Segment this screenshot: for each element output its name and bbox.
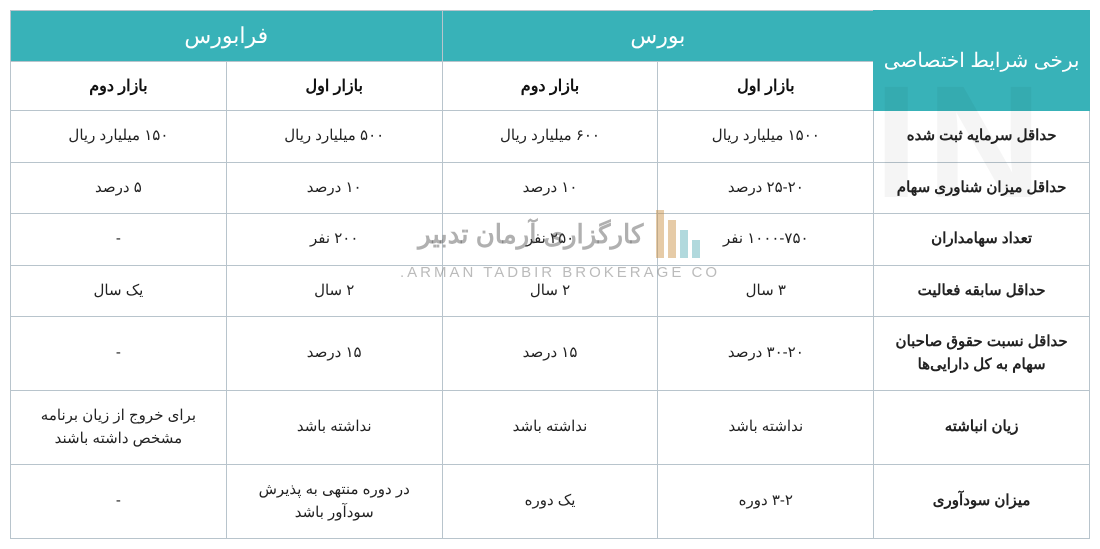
corner-header: برخی شرایط اختصاصی	[874, 11, 1090, 111]
cell-value: ۳-۲ دوره	[658, 465, 874, 539]
cell-value: ۱۵ درصد	[442, 317, 658, 391]
cell-value: ۱۵۰ میلیارد ریال	[11, 111, 227, 163]
group-header-bourse: بورس	[442, 11, 874, 62]
header-row-groups: برخی شرایط اختصاصی بورس فرابورس	[11, 11, 1090, 62]
table-row: حداقل سرمایه ثبت شده۱۵۰۰ میلیارد ریال۶۰۰…	[11, 111, 1090, 163]
sub-header: بازار دوم	[442, 62, 658, 111]
table-row: تعداد سهامداران۱۰۰۰-۷۵۰ نفر۲۵۰ نفر۲۰۰ نف…	[11, 214, 1090, 266]
cell-value: ۵۰۰ میلیارد ریال	[226, 111, 442, 163]
cell-value: -	[11, 214, 227, 266]
table-body: حداقل سرمایه ثبت شده۱۵۰۰ میلیارد ریال۶۰۰…	[11, 111, 1090, 539]
table-row: زیان انباشتهنداشته باشدنداشته باشدنداشته…	[11, 391, 1090, 465]
cell-value: ۳ سال	[658, 265, 874, 317]
cell-value: -	[11, 465, 227, 539]
cell-value: ۲ سال	[442, 265, 658, 317]
cell-value: ۲۵-۲۰ درصد	[658, 162, 874, 214]
row-label: میزان سودآوری	[874, 465, 1090, 539]
sub-header: بازار دوم	[11, 62, 227, 111]
cell-value: -	[11, 317, 227, 391]
table-row: حداقل نسبت حقوق صاحبان سهام به کل دارایی…	[11, 317, 1090, 391]
cell-value: ۱۵ درصد	[226, 317, 442, 391]
cell-value: نداشته باشد	[442, 391, 658, 465]
row-label: زیان انباشته	[874, 391, 1090, 465]
cell-value: ۱۰۰۰-۷۵۰ نفر	[658, 214, 874, 266]
comparison-table: برخی شرایط اختصاصی بورس فرابورس بازار او…	[10, 10, 1090, 539]
row-label: حداقل سرمایه ثبت شده	[874, 111, 1090, 163]
cell-value: ۶۰۰ میلیارد ریال	[442, 111, 658, 163]
table-row: حداقل میزان شناوری سهام۲۵-۲۰ درصد۱۰ درصد…	[11, 162, 1090, 214]
sub-header: بازار اول	[658, 62, 874, 111]
group-header-farabourse: فرابورس	[11, 11, 443, 62]
cell-value: یک سال	[11, 265, 227, 317]
cell-value: ۵ درصد	[11, 162, 227, 214]
row-label: حداقل میزان شناوری سهام	[874, 162, 1090, 214]
cell-value: نداشته باشد	[658, 391, 874, 465]
sub-header: بازار اول	[226, 62, 442, 111]
comparison-table-wrapper: IN کارگزاری آرمان تدبیر ARMAN TADBIR BRO…	[10, 10, 1090, 539]
row-label: حداقل سابقه فعالیت	[874, 265, 1090, 317]
row-label: حداقل نسبت حقوق صاحبان سهام به کل دارایی…	[874, 317, 1090, 391]
cell-value: برای خروج از زیان برنامه مشخص داشته باشن…	[11, 391, 227, 465]
cell-value: در دوره منتهی به پذیرش سودآور باشد	[226, 465, 442, 539]
cell-value: ۱۵۰۰ میلیارد ریال	[658, 111, 874, 163]
table-row: میزان سودآوری۳-۲ دورهیک دورهدر دوره منته…	[11, 465, 1090, 539]
cell-value: ۳۰-۲۰ درصد	[658, 317, 874, 391]
row-label: تعداد سهامداران	[874, 214, 1090, 266]
cell-value: ۲۰۰ نفر	[226, 214, 442, 266]
table-row: حداقل سابقه فعالیت۳ سال۲ سال۲ سالیک سال	[11, 265, 1090, 317]
cell-value: ۲ سال	[226, 265, 442, 317]
cell-value: ۱۰ درصد	[442, 162, 658, 214]
cell-value: ۱۰ درصد	[226, 162, 442, 214]
cell-value: نداشته باشد	[226, 391, 442, 465]
cell-value: ۲۵۰ نفر	[442, 214, 658, 266]
cell-value: یک دوره	[442, 465, 658, 539]
